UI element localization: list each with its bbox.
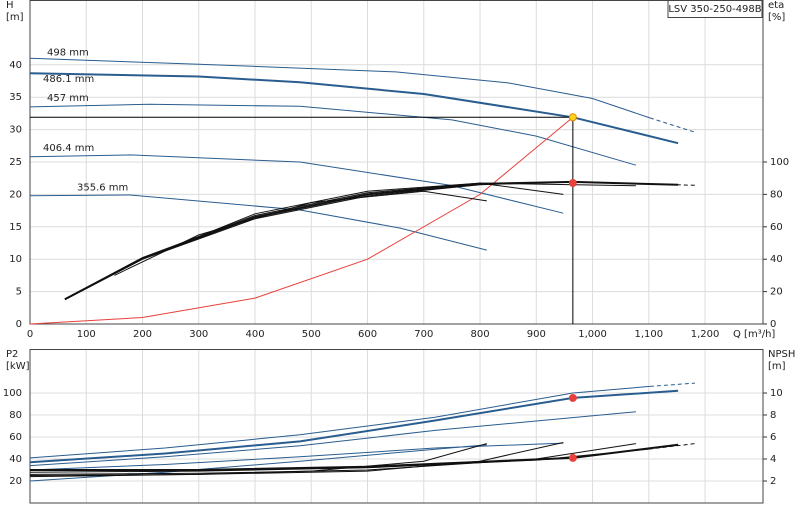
y-tick-label: 5 xyxy=(16,287,22,298)
curve xyxy=(29,444,487,482)
curve xyxy=(29,72,679,145)
y2-tick-label: 6 xyxy=(770,432,776,443)
y-axis-label: [kW] xyxy=(6,361,30,372)
y2-tick-label: 80 xyxy=(770,189,783,200)
model-box xyxy=(667,0,763,18)
y2-axis-label: NPSH xyxy=(768,349,795,360)
operating-point xyxy=(568,453,577,462)
curve xyxy=(29,443,487,478)
y2-tick-label: 10 xyxy=(770,388,783,399)
y-tick-label: 25 xyxy=(9,157,22,168)
curve xyxy=(64,180,679,301)
y-tick-label: 40 xyxy=(9,454,22,465)
x-tick-label: 300 xyxy=(189,329,208,340)
x-tick-label: 400 xyxy=(245,329,264,340)
y2-tick-label: 8 xyxy=(770,410,776,421)
curve-extension xyxy=(649,382,695,387)
operating-point xyxy=(568,113,577,122)
curve-label: 406.4 mm xyxy=(43,143,94,154)
x-tick-label: 200 xyxy=(133,329,152,340)
y-tick-label: 40 xyxy=(9,60,22,71)
x-tick-label: 600 xyxy=(358,329,377,340)
model-label: LSV 350-250-498B xyxy=(668,4,761,15)
y-tick-label: 80 xyxy=(9,410,22,421)
curve xyxy=(29,57,651,119)
y-axis-label: [m] xyxy=(6,12,24,23)
y2-tick-label: 20 xyxy=(770,287,783,298)
curve xyxy=(114,190,487,276)
curve xyxy=(64,181,649,301)
y-tick-label: 20 xyxy=(9,189,22,200)
curve xyxy=(29,103,637,166)
x-tick-label: 900 xyxy=(527,329,546,340)
operating-point xyxy=(568,393,577,402)
y-axis-label: H xyxy=(6,0,14,11)
y-tick-label: 0 xyxy=(16,319,22,330)
x-tick-label: 500 xyxy=(302,329,321,340)
x-axis-label: Q [m³/h] xyxy=(733,329,775,340)
y-tick-label: 100 xyxy=(3,388,22,399)
y2-tick-label: 0 xyxy=(770,319,776,330)
plot-frame xyxy=(29,0,764,325)
curve xyxy=(29,194,487,251)
y-tick-label: 30 xyxy=(9,125,22,136)
curve-label: 355.6 mm xyxy=(77,183,128,194)
curve-label: 498 mm xyxy=(47,47,89,58)
y2-axis-label: [m] xyxy=(768,361,786,372)
y2-tick-label: 100 xyxy=(770,157,789,168)
y-tick-label: 35 xyxy=(9,92,22,103)
curve xyxy=(29,116,574,325)
y-tick-label: 10 xyxy=(9,254,22,265)
y2-tick-label: 2 xyxy=(770,476,776,487)
y-tick-label: 15 xyxy=(9,222,22,233)
y2-tick-label: 40 xyxy=(770,254,783,265)
x-tick-label: 1,000 xyxy=(578,329,607,340)
curve-label: 457 mm xyxy=(47,93,89,104)
curve xyxy=(29,443,636,475)
curve-extension xyxy=(649,117,696,133)
y2-axis-label: eta xyxy=(768,0,784,11)
y2-tick-label: 60 xyxy=(770,222,783,233)
curve xyxy=(29,385,650,459)
x-tick-label: 100 xyxy=(77,329,96,340)
y-tick-label: 20 xyxy=(9,476,22,487)
curve xyxy=(29,154,564,214)
y-tick-label: 60 xyxy=(9,432,22,443)
x-tick-label: 700 xyxy=(414,329,433,340)
y2-tick-label: 4 xyxy=(770,454,776,465)
curve xyxy=(29,389,679,464)
curve xyxy=(86,182,564,289)
x-tick-label: 1,100 xyxy=(634,329,663,340)
curve xyxy=(64,182,636,300)
x-tick-label: 0 xyxy=(27,329,33,340)
plot-frame xyxy=(29,349,764,504)
y-axis-label: P2 xyxy=(6,349,18,360)
x-tick-label: 800 xyxy=(470,329,489,340)
curve xyxy=(29,411,636,467)
curve xyxy=(30,443,679,471)
curve-label: 486.1 mm xyxy=(43,74,94,85)
x-tick-label: 1,200 xyxy=(691,329,720,340)
operating-point xyxy=(568,179,577,188)
y2-axis-label: [%] xyxy=(768,12,785,23)
